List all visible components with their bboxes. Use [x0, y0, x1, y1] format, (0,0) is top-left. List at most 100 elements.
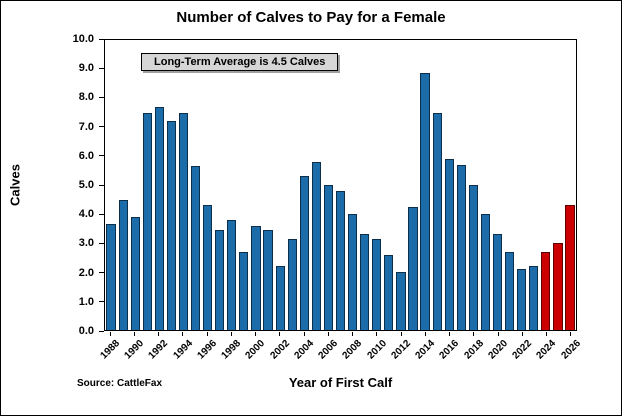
bar-2018	[468, 185, 478, 330]
y-tick-label: 3.0	[78, 237, 94, 250]
x-tick-label: 2006	[316, 338, 341, 362]
x-tick-label: 1996	[195, 338, 219, 362]
y-tick-label: 1.0	[78, 295, 94, 308]
y-tick-label: 5.0	[78, 179, 94, 191]
bar-2022	[517, 269, 527, 330]
bar-2023	[529, 266, 539, 330]
bar-slot	[250, 40, 262, 330]
bar-1996	[203, 205, 213, 330]
bar-slot	[274, 40, 286, 330]
bar-2011	[384, 254, 394, 330]
source-credit: Source: CattleFax	[77, 378, 163, 389]
bar-slot	[371, 40, 383, 330]
bar-slot	[431, 40, 443, 330]
bar-slot	[407, 40, 419, 330]
x-tick-label: 2000	[243, 338, 268, 362]
x-tick-mark	[303, 332, 305, 336]
bar-slot	[467, 40, 479, 330]
x-tick-label: 1988	[98, 338, 122, 362]
bar-slot	[419, 40, 431, 330]
bar-2019	[480, 214, 491, 330]
y-tick-label: 8.0	[78, 91, 94, 104]
bar-slot	[286, 40, 298, 330]
bar-2020	[492, 234, 503, 330]
x-tick-label: 2020	[486, 338, 510, 362]
y-tick-mark	[99, 272, 104, 274]
x-tick-mark	[521, 332, 523, 336]
bar-2016	[444, 158, 454, 330]
bar-2014	[420, 73, 430, 330]
x-tick-label: 1994	[171, 338, 195, 362]
bar-slot	[322, 40, 334, 330]
y-tick-mark	[99, 301, 104, 303]
x-tick-mark	[352, 332, 354, 336]
bar-slot	[443, 40, 455, 330]
x-tick-mark	[109, 332, 111, 336]
x-tick-mark	[424, 332, 426, 336]
y-tick-label: 4.0	[78, 208, 94, 221]
bar-2006	[323, 185, 334, 330]
bar-2015	[432, 112, 442, 330]
x-tick-mark	[158, 332, 160, 336]
bar-1988	[106, 224, 116, 330]
plot-area: Long-Term Average is 4.5 Calves	[104, 39, 577, 331]
x-tick-mark	[255, 332, 257, 336]
bar-2017	[456, 164, 466, 330]
x-tick-mark	[182, 332, 184, 336]
y-tick-label: 10.0	[72, 33, 94, 45]
x-tick-label: 2024	[534, 338, 559, 362]
x-tick-label: 1998	[219, 338, 244, 362]
y-axis-tick-labels: 0.0 1.0 2.0 3.0 4.0 5.0 6.0 7.0 8.0 9.0 10.0	[59, 33, 104, 337]
x-axis-tick-labels: 1988 1990 1992 1994 1996 1998 2000 2002 2004 2006…	[98, 332, 583, 374]
y-tick-label: 0.0	[78, 325, 94, 337]
x-tick-mark	[327, 332, 329, 336]
bar-1998	[227, 219, 237, 330]
chart-title: Number of Calves to Pay for a Female	[176, 9, 446, 26]
bar-1997	[215, 229, 225, 330]
y-tick-mark	[99, 67, 104, 69]
bar-slot	[552, 40, 564, 330]
bar-slot	[202, 40, 214, 330]
y-tick-mark	[99, 330, 104, 332]
bar-slot	[153, 40, 165, 330]
bar-2005	[311, 161, 321, 330]
x-tick-label: 2008	[340, 338, 365, 362]
x-tick-mark	[546, 332, 548, 336]
x-tick-label: 2026	[559, 338, 583, 362]
bar-1990	[130, 216, 140, 330]
x-tick-label: 2002	[268, 338, 292, 362]
bar-2010	[372, 238, 382, 330]
x-tick-mark	[473, 332, 475, 336]
bar-2002	[275, 266, 285, 330]
bar-slot	[105, 40, 117, 330]
x-tick-mark	[279, 332, 281, 336]
x-tick-label: 2012	[389, 338, 413, 362]
bar-slot	[298, 40, 310, 330]
bar-slot	[455, 40, 467, 330]
bar-slot	[177, 40, 189, 330]
bar-2000	[251, 225, 261, 330]
bar-2008	[348, 214, 358, 330]
bar-2003	[287, 238, 297, 330]
y-tick-mark	[99, 242, 104, 244]
bar-1992	[154, 106, 164, 330]
bar-slot	[395, 40, 407, 330]
y-tick-mark	[99, 213, 104, 215]
bar-slot	[165, 40, 177, 330]
x-tick-mark	[376, 332, 378, 336]
x-tick-label: 2018	[462, 338, 486, 362]
bar-2026	[565, 205, 575, 330]
bar-slot	[479, 40, 491, 330]
bar-2013	[408, 206, 418, 330]
y-tick-label: 6.0	[78, 149, 94, 162]
bar-2009	[360, 234, 370, 330]
bar-1993	[166, 121, 177, 330]
bar-slot	[492, 40, 504, 330]
bar-slot	[359, 40, 371, 330]
x-tick-mark	[497, 332, 499, 336]
bar-1991	[142, 112, 152, 330]
bar-slot	[528, 40, 540, 330]
bar-slot	[190, 40, 202, 330]
bar-slot	[564, 40, 576, 330]
